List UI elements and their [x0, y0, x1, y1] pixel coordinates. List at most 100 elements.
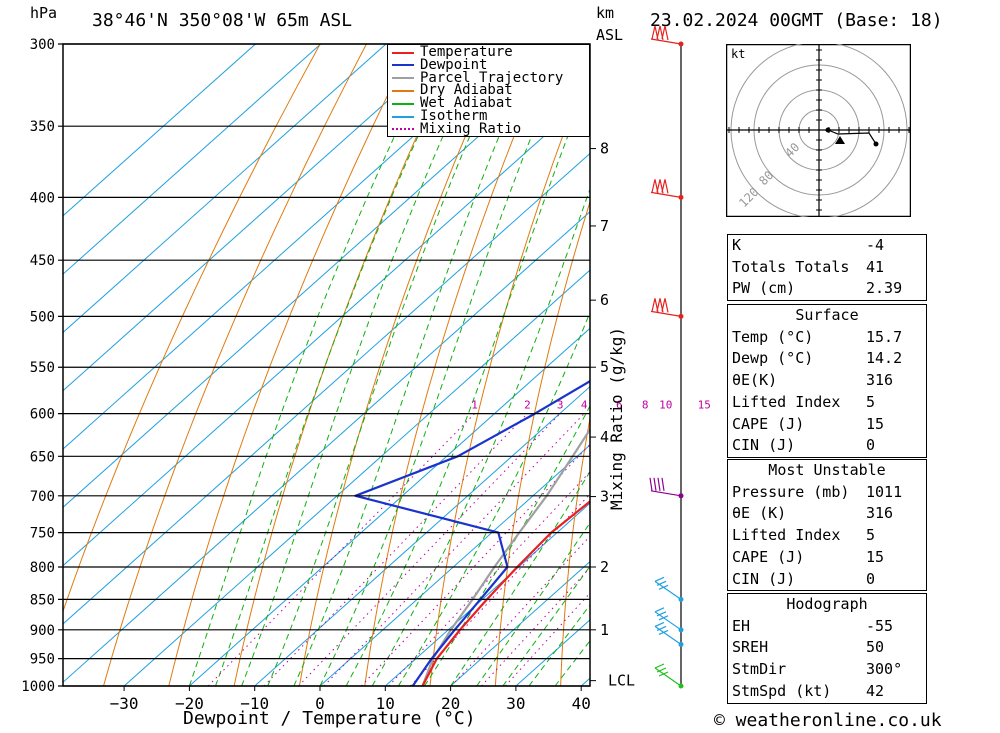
isotherm-line [63, 44, 322, 275]
wet-adiabat-line [397, 311, 590, 686]
skew-t-chart: 1234681015202530035040045050055060065070… [21, 25, 721, 713]
pressure-tick-label: 750 [30, 526, 55, 542]
pressure-tick-label: 650 [30, 449, 55, 465]
hodograph-crosshair [726, 44, 911, 217]
wet-adiabat-line [293, 44, 539, 686]
mixing-ratio-line [323, 413, 585, 686]
station-location: 38°46'N 350°08'W 65m ASL [92, 10, 353, 31]
wind-barb [649, 477, 682, 497]
wind-barb [650, 179, 682, 198]
km-tick-label: 6 [600, 291, 609, 309]
x-tick-label: −10 [240, 694, 269, 713]
pressure-tick-label: 450 [30, 253, 55, 269]
pressure-tick-label: 600 [30, 407, 55, 423]
legend-swatch [392, 51, 414, 54]
parcel-trajectory [421, 427, 590, 686]
dry-adiabat-line [626, 44, 720, 686]
axes: 1234681015202530035040045050055060065070… [21, 37, 711, 713]
x-tick-label: −20 [175, 694, 204, 713]
pressure-tick-label: 300 [30, 37, 55, 53]
legend-swatch [392, 128, 414, 131]
dry-adiabat-line [103, 44, 367, 686]
isotherm-line [63, 211, 590, 683]
wet-adiabat-line [528, 604, 590, 686]
isotherm-line [63, 44, 583, 509]
wet-adiabat-line [554, 640, 590, 686]
dewpoint-profile [354, 379, 590, 686]
hodograph-unit: kt [731, 47, 745, 61]
sounding-datetime: 23.02.2024 00GMT (Base: 18) [650, 10, 943, 31]
isotherm-line [712, 44, 720, 686]
wet-adiabat-line [215, 44, 462, 686]
plot-frame [62, 43, 591, 687]
legend-label: Mixing Ratio [420, 120, 522, 137]
legend-swatch [392, 102, 414, 105]
hodograph-trace [825, 127, 879, 147]
wet-adiabat-line [450, 470, 590, 686]
isotherm-line [63, 44, 517, 450]
pressure-tick-label: 400 [30, 190, 55, 206]
dry-adiabat-line [233, 44, 460, 686]
mixing-ratio-label: 3 [557, 399, 564, 412]
chart-legend: Temperature Dewpoint Parcel Trajectory Dry … [387, 44, 590, 137]
hodograph-plot: kt 40 80 120 [726, 44, 911, 217]
legend-swatch [392, 115, 414, 118]
x-tick-label: 30 [506, 694, 525, 713]
legend-item: Wet Adiabat [392, 96, 513, 110]
wet-adiabat-line [345, 77, 590, 686]
legend-item: Dry Adiabat [392, 82, 513, 99]
isotherm-line [63, 44, 387, 334]
mixing-ratio-line [451, 535, 590, 686]
wet-adiabat-line [424, 404, 590, 686]
km-tick-label: 4 [600, 428, 609, 446]
hodograph-table: Hodograph EH -55 SREH 50 StmDir 300° StmSpd… [727, 593, 927, 704]
pressure-unit: hPa [30, 4, 58, 22]
km-tick-label: LCL [608, 672, 635, 690]
surface-table: Surface Temp (°C) 15.7 Dewp (°C) 14.2 θE(K… [727, 304, 927, 458]
storm-motion-marker [835, 136, 845, 144]
legend-item: Mixing Ratio [392, 120, 522, 137]
dry-adiabat-line [690, 44, 720, 686]
legend-label: Dry Adiabat [420, 82, 513, 99]
mixing-ratio-label: 15 [698, 399, 711, 412]
profile-lines [354, 379, 590, 686]
legend-label: Isotherm [420, 108, 488, 124]
wind-barb [650, 25, 682, 45]
asl-unit: ASL [596, 26, 624, 44]
wind-barb [650, 298, 682, 317]
legend-swatch [392, 89, 414, 92]
indices-table: K -4 Totals Totals 41 PW (cm) 2.39 [727, 234, 927, 302]
wind-barb [654, 576, 682, 600]
wet-adiabat-line [502, 565, 590, 686]
pressure-tick-label: 1000 [21, 679, 55, 695]
wet-adiabat-line [476, 522, 590, 686]
km-tick-label: 8 [600, 140, 609, 158]
mixing-ratio-line [360, 443, 590, 686]
x-tick-label: 10 [376, 694, 395, 713]
km-tick-label: 7 [600, 217, 609, 235]
pressure-tick-label: 900 [30, 623, 55, 639]
temperature-profile [421, 500, 590, 686]
mixing-ratio-label: 6 [616, 399, 623, 412]
x-tick-label: 20 [441, 694, 460, 713]
legend-swatch [392, 77, 414, 80]
wet-adiabat-line [188, 44, 439, 686]
isotherm-line [450, 560, 590, 686]
km-tick-label: 2 [600, 558, 609, 576]
isotherm-line [647, 44, 721, 686]
pressure-tick-label: 950 [30, 652, 55, 668]
pressure-tick-label: 850 [30, 592, 55, 608]
most-unstable-table: Most Unstable Pressure (mb) 1011 θE (K) 31… [727, 459, 927, 592]
isotherm-line [63, 152, 590, 625]
mixing-ratio-label: 2 [524, 399, 531, 412]
legend-item: Parcel Trajectory [392, 71, 563, 85]
dry-adiabat-line [168, 44, 414, 686]
km-tick-label: 1 [600, 621, 609, 639]
pressure-tick-label: 500 [30, 309, 55, 325]
isotherm-line [123, 269, 590, 686]
wind-barbs [649, 25, 684, 689]
isotherm-line [63, 44, 256, 217]
mixing-ratio-label: 10 [659, 399, 672, 412]
mixing-ratio-line [504, 592, 590, 686]
wind-barb [654, 663, 682, 687]
